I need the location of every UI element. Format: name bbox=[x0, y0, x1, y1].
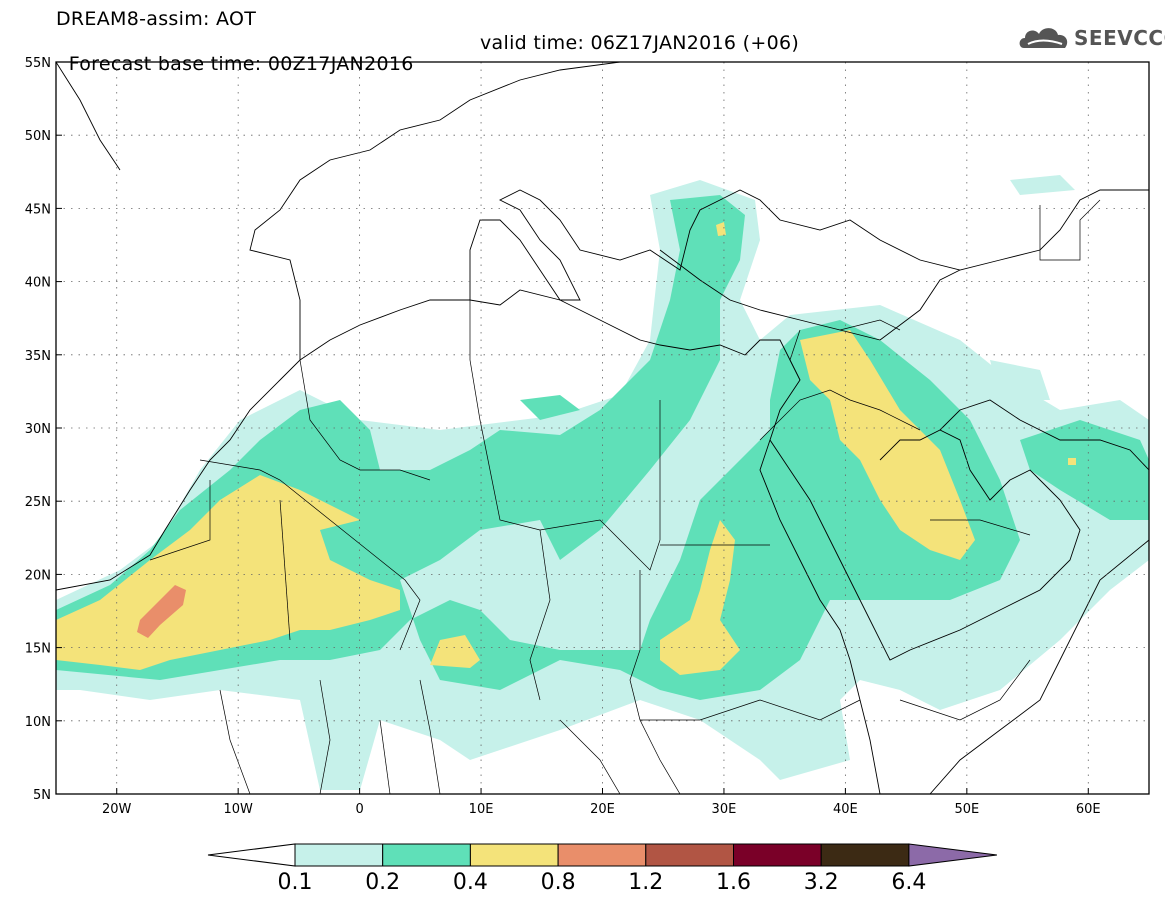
coastlines bbox=[56, 62, 1149, 794]
longitude-axis: 20W 10W 0 10E 20E 30E 40E 50E 60E bbox=[102, 802, 1101, 817]
colorbar-arrow-high bbox=[908, 843, 997, 867]
lat-label: 55N bbox=[25, 56, 51, 71]
logo-text: SEEVCCC bbox=[1074, 26, 1165, 50]
lat-label: 45N bbox=[25, 202, 51, 217]
lon-label: 20E bbox=[590, 802, 615, 817]
axis-ticks bbox=[56, 61, 1089, 795]
colorbar-swatch bbox=[733, 843, 822, 867]
lat-label: 15N bbox=[25, 642, 51, 657]
lon-label: 10W bbox=[223, 802, 253, 817]
colorbar-label: 1.6 bbox=[716, 870, 751, 895]
lon-label: 40E bbox=[833, 802, 858, 817]
lat-label: 25N bbox=[25, 495, 51, 510]
lon-label: 0 bbox=[355, 802, 363, 817]
map-title: DREAM8-assim: AOT bbox=[56, 8, 257, 30]
lat-label: 5N bbox=[33, 788, 51, 803]
lat-label: 50N bbox=[25, 129, 51, 144]
colorbar-swatch bbox=[469, 843, 559, 867]
colorbar-label: 0.4 bbox=[452, 870, 488, 895]
aot-layer-0-8 bbox=[137, 585, 186, 638]
borders bbox=[149, 199, 1101, 794]
colorbar-arrow-low bbox=[207, 843, 296, 867]
colorbar-label: 0.8 bbox=[540, 870, 576, 895]
valid-time: valid time: 06Z17JAN2016 (+06) bbox=[480, 32, 800, 54]
colorbar-label: 0.1 bbox=[277, 870, 313, 895]
colorbar-label: 3.2 bbox=[803, 870, 839, 895]
colorbar-swatch bbox=[557, 843, 647, 867]
colorbar-label: 1.2 bbox=[628, 870, 664, 895]
lon-label: 20W bbox=[102, 802, 132, 817]
lon-label: 60E bbox=[1076, 802, 1101, 817]
dust-field bbox=[56, 175, 1149, 790]
colorbar-swatch bbox=[820, 843, 910, 867]
seevccc-logo: SEEVCCC bbox=[1018, 22, 1165, 54]
colorbar-swatch bbox=[382, 843, 471, 867]
base-time: Forecast base time: 00Z17JAN2016 bbox=[68, 53, 414, 75]
forecast-times: Forecast base time: 00Z17JAN2016 valid t… bbox=[56, 33, 799, 96]
lat-label: 10N bbox=[25, 715, 51, 730]
lat-label: 40N bbox=[25, 276, 51, 291]
colorbar-label: 0.2 bbox=[365, 870, 401, 895]
lat-label: 20N bbox=[25, 568, 51, 583]
colorbar-swatch bbox=[294, 843, 384, 867]
lat-label: 30N bbox=[25, 422, 51, 437]
cloud-icon bbox=[1019, 28, 1068, 48]
lat-label: 35N bbox=[25, 349, 51, 364]
latitude-axis: 5N 10N 15N 20N 25N 30N 35N 40N 45N 50N 55N bbox=[25, 56, 51, 803]
lon-label: 30E bbox=[712, 802, 737, 817]
colorbar-label: 6.4 bbox=[891, 870, 927, 895]
colorbar-swatch bbox=[645, 843, 734, 867]
lon-label: 10E bbox=[469, 802, 494, 817]
colorbar bbox=[207, 843, 997, 867]
lon-label: 50E bbox=[954, 802, 979, 817]
